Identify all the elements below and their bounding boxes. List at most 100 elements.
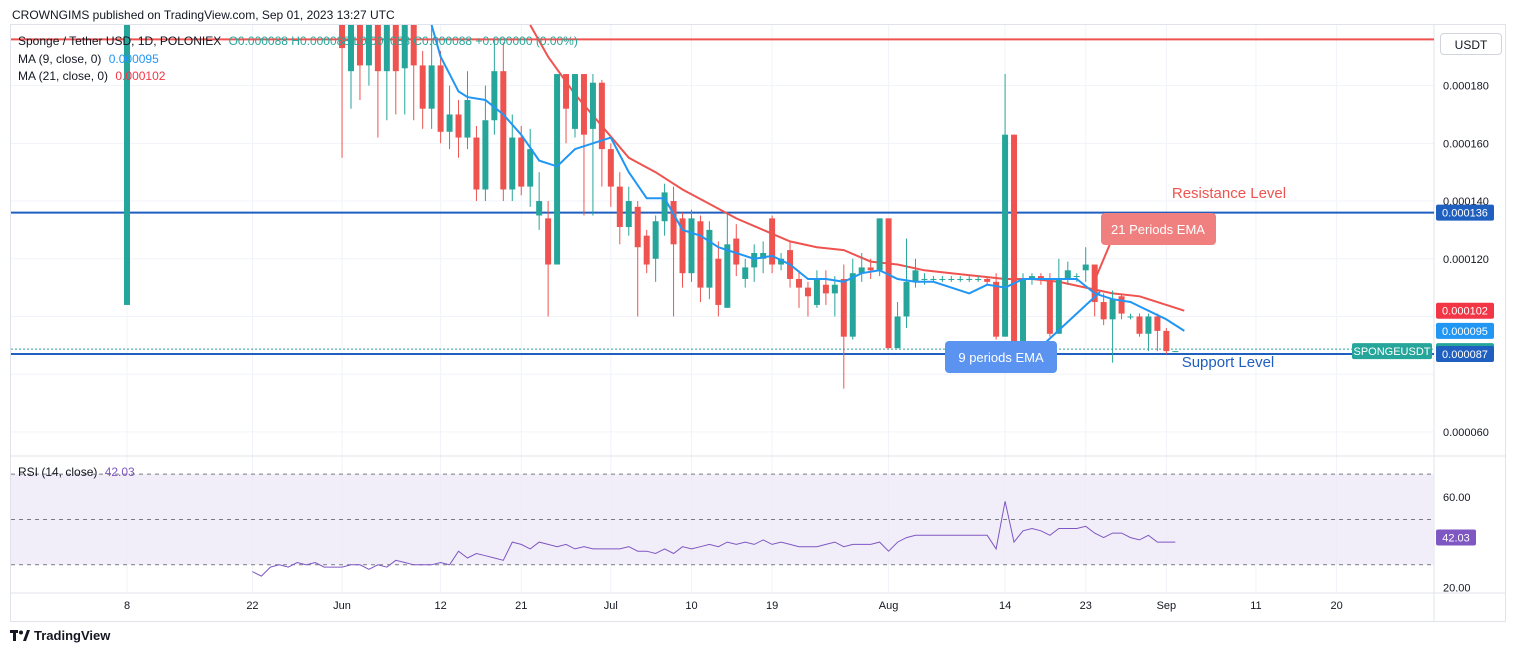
- candle-body: [401, 25, 408, 69]
- price-tick-label: 0.000180: [1443, 81, 1489, 93]
- time-tick-label: 22: [246, 600, 258, 612]
- chart-frame: [10, 24, 1506, 622]
- candle-body: [948, 278, 955, 280]
- tradingview-logo-icon: [10, 629, 30, 641]
- time-tick-label: 14: [999, 600, 1011, 612]
- ma21-label: MA (21, close, 0): [18, 69, 109, 83]
- candle-body: [473, 137, 480, 190]
- candle-body: [778, 258, 785, 265]
- time-tick-label: 11: [1250, 600, 1261, 612]
- candle-body: [589, 82, 596, 129]
- tradingview-footer[interactable]: TradingView: [10, 628, 110, 643]
- candle-body: [1055, 278, 1062, 334]
- candle-body: [356, 25, 363, 66]
- ema9-callout-text: 9 periods EMA: [958, 350, 1044, 365]
- candle-body: [1172, 351, 1179, 353]
- legend-ma21[interactable]: MA (21, close, 0) 0.000102: [18, 69, 165, 83]
- symbol-tag: [1352, 343, 1432, 360]
- price-badge-label: 0.000087: [1442, 349, 1488, 361]
- ma9-line: [430, 24, 1185, 332]
- candle-body: [1100, 302, 1107, 320]
- price-tick-label: 0.000160: [1443, 138, 1489, 150]
- candle-body: [652, 221, 659, 259]
- candle-body: [715, 258, 722, 305]
- time-tick-label: 8: [124, 600, 130, 612]
- candle-body: [724, 244, 731, 308]
- candle-body: [634, 206, 641, 248]
- candle-body: [1136, 316, 1143, 334]
- candle-body: [527, 149, 534, 187]
- candle-body: [1046, 278, 1053, 334]
- candles: [124, 25, 1179, 389]
- resistance-label: Resistance Level: [1172, 185, 1286, 202]
- currency-button[interactable]: USDT: [1440, 33, 1502, 55]
- candle-body: [1109, 299, 1116, 320]
- candle-body: [1145, 316, 1152, 334]
- candle-body: [679, 218, 686, 274]
- support-label: Support Level: [1182, 354, 1275, 371]
- candle-body: [491, 71, 498, 121]
- time-tick-label: 12: [434, 600, 446, 612]
- ma9-value: 0.000095: [108, 52, 159, 66]
- candle-body: [365, 25, 372, 66]
- candle-body: [643, 235, 650, 265]
- rsi-value: 42.03: [104, 465, 135, 479]
- candle-body: [124, 25, 130, 305]
- price-badge: [1436, 204, 1494, 221]
- candle-body: [518, 137, 525, 187]
- candle-body: [392, 25, 399, 72]
- candle-body: [437, 65, 444, 132]
- candle-body: [975, 278, 982, 280]
- candle-body: [1091, 264, 1098, 303]
- price-badge: [1436, 302, 1494, 319]
- candle-body: [536, 201, 543, 216]
- candle-body: [831, 284, 838, 294]
- time-tick-label: Sep: [1157, 600, 1177, 612]
- ohlc-values: O0.000088 H0.000088 L0.000088 C0.000088 …: [228, 34, 578, 48]
- time-tick-label: 20: [1330, 600, 1342, 612]
- candle-body: [912, 270, 919, 282]
- time-tick-label: 10: [685, 600, 697, 612]
- candle-body: [625, 201, 632, 228]
- ema21-callout-text: 21 Periods EMA: [1111, 222, 1205, 237]
- rsi-badge-label: 42.03: [1442, 533, 1470, 545]
- price-badge-label: 0.000095: [1442, 326, 1488, 338]
- candle-body: [410, 25, 417, 66]
- price-tick-label: 0.000120: [1443, 254, 1489, 266]
- candle-body: [742, 267, 749, 279]
- candle-body: [1073, 276, 1080, 278]
- price-badges: 0.0001360.0001020.0000950.0000880.000087…: [1352, 204, 1494, 546]
- candle-body: [607, 149, 614, 187]
- candle-body: [1020, 278, 1026, 346]
- symbol-label: Sponge / Tether USD, 1D, POLONIEX: [18, 34, 222, 48]
- candle-body: [563, 74, 570, 109]
- candle-body: [383, 25, 390, 72]
- legend-rsi[interactable]: RSI (14, close) 42.03: [18, 465, 135, 479]
- candle-body: [374, 25, 381, 72]
- candle-body: [1163, 330, 1170, 352]
- candle-body: [482, 120, 489, 190]
- ma9-label: MA (9, close, 0): [18, 52, 102, 66]
- rsi-pane: [11, 473, 1434, 577]
- candle-body: [804, 287, 811, 297]
- candle-body: [733, 238, 740, 265]
- candle-body: [903, 281, 910, 317]
- ema9-callout-pointer: [1044, 291, 1101, 344]
- candle-body: [446, 114, 453, 132]
- candle-body: [339, 25, 346, 49]
- ma21-line: [529, 24, 1185, 312]
- candle-body: [1064, 270, 1071, 279]
- time-tick-label: Jul: [604, 600, 618, 612]
- rsi-badge: [1436, 529, 1476, 546]
- candle-body: [1127, 316, 1134, 318]
- ema9-callout-box: [945, 341, 1057, 373]
- candle-body: [697, 221, 704, 288]
- candle-body: [1118, 296, 1125, 314]
- legend-ma9[interactable]: MA (9, close, 0) 0.000095: [18, 52, 159, 66]
- candle-body: [500, 71, 507, 190]
- candle-body: [984, 278, 991, 282]
- levels: [11, 38, 1434, 355]
- candle-body: [1082, 264, 1089, 271]
- symbol-tag-label: SPONGEUSDT: [1353, 346, 1430, 358]
